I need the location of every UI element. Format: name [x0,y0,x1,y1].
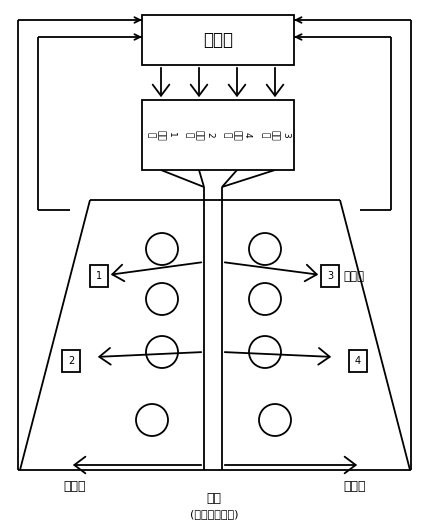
Bar [142,15,294,65]
Circle shape [249,283,281,315]
Text: 1
整流
器: 1 整流 器 [146,130,176,140]
Text: 1: 1 [96,271,102,281]
Circle shape [259,404,291,436]
Circle shape [249,233,281,265]
Bar [142,100,294,170]
Text: 样品架: 样品架 [344,481,366,493]
Bar [349,350,367,372]
Text: 灯管: 灯管 [206,493,221,505]
Circle shape [249,336,281,368]
Text: 2
整流
器: 2 整流 器 [184,130,214,140]
Circle shape [146,233,178,265]
Bar [62,350,80,372]
Circle shape [136,404,168,436]
Text: 4
整流
器: 4 整流 器 [222,130,252,140]
Text: 样品架: 样品架 [64,481,86,493]
Text: 控制器: 控制器 [203,31,233,49]
Text: 传感器: 传感器 [343,269,364,282]
Text: 4: 4 [355,356,361,366]
Bar [90,265,108,287]
Circle shape [146,283,178,315]
Bar [321,265,339,287]
Text: 3
整流
器: 3 整流 器 [260,130,290,140]
Circle shape [146,336,178,368]
Text: (相同使用时间): (相同使用时间) [190,509,238,519]
Text: 2: 2 [68,356,74,366]
Text: 3: 3 [327,271,333,281]
